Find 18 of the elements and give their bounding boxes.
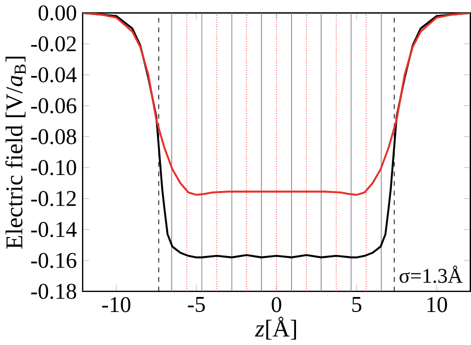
x-tick-label: -10 [102,297,130,312]
x-tick-label: 0 [272,297,282,312]
y-tick-label: 0.00 [38,5,76,21]
x-tick-label: -5 [188,297,205,312]
y-axis-title: Electric field [V/a$_{B}$] [5,56,26,249]
y-tick-label: -0.06 [31,98,76,114]
y-tick-label: -0.12 [31,190,76,206]
y-tick-label: -0.18 [31,284,76,300]
y-tick-label: -0.08 [31,129,76,144]
y-tick-label: -0.10 [31,160,76,176]
x-tick-label: 10 [427,297,448,312]
annotation: σ=1.3Å [400,266,463,283]
y-tick-label: -0.16 [31,252,76,268]
y-tick-label: -0.14 [31,222,77,238]
y-tick-label: -0.02 [31,36,76,52]
y-tick-label: -0.04 [31,67,77,82]
x-tick-label: 5 [352,297,362,312]
x-axis-title: z[Å] [254,316,296,340]
